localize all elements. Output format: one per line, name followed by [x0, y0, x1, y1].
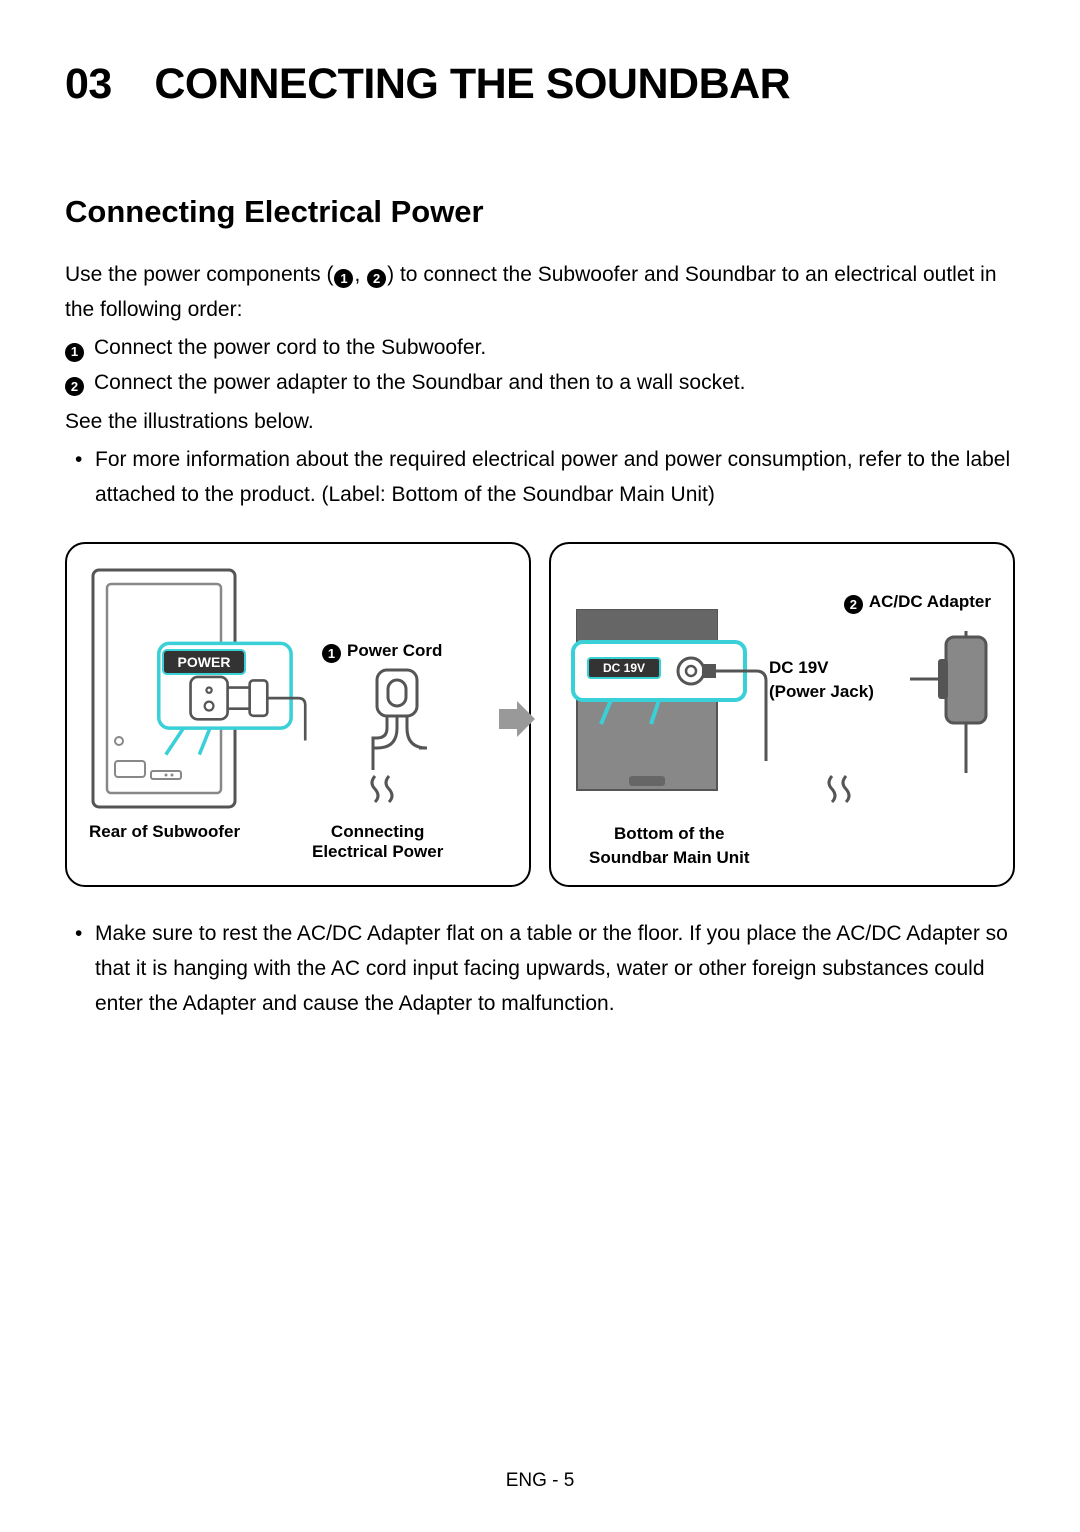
bullet-info: For more information about the required … — [95, 443, 1015, 512]
wall-plug-icon — [362, 664, 432, 774]
bullet-list-bottom: Make sure to rest the AC/DC Adapter flat… — [65, 917, 1015, 1021]
connecting-l2: Electrical Power — [312, 842, 443, 862]
connecting-power-label: Connecting Electrical Power — [312, 822, 443, 862]
adapter-text: AC/DC Adapter — [869, 592, 991, 612]
power-cord-label: 1 Power Cord — [322, 641, 442, 661]
step-1-text: Connect the power cord to the Subwoofer. — [94, 331, 486, 366]
connecting-l1: Connecting — [312, 822, 443, 842]
step-1: 1 Connect the power cord to the Subwoofe… — [65, 331, 1015, 366]
rear-subwoofer-label: Rear of Subwoofer — [89, 822, 240, 842]
circled-2-icon: 2 — [65, 377, 84, 396]
sb-l1: Bottom of the — [589, 822, 750, 846]
intro-mid: , — [354, 263, 366, 286]
bullet-warning: Make sure to rest the AC/DC Adapter flat… — [95, 917, 1015, 1021]
step-2-text: Connect the power adapter to the Soundba… — [94, 366, 745, 401]
cable-break-icon — [367, 774, 407, 804]
step-list: 1 Connect the power cord to the Subwoofe… — [65, 331, 1015, 400]
circled-1-icon: 1 — [334, 269, 353, 288]
circled-1-icon: 1 — [65, 343, 84, 362]
diagram-row: POWER 1 Power Cord Rear of Subwoofer Con… — [65, 542, 1015, 887]
dc-jack-label: DC 19V (Power Jack) — [769, 656, 874, 704]
circled-1-icon: 1 — [322, 644, 341, 663]
sb-l2: Soundbar Main Unit — [589, 846, 750, 870]
adapter-label: 2 AC/DC Adapter — [844, 592, 991, 612]
dc19v-badge: DC 19V — [587, 657, 661, 679]
arrow-icon — [497, 699, 537, 739]
soundbar-bottom-icon — [571, 604, 771, 804]
panel-soundbar: DC 19V DC 19V (Power Jack) 2 AC/DC Adapt… — [549, 542, 1015, 887]
power-badge: POWER — [162, 649, 246, 675]
intro-paragraph: Use the power components (1, 2) to conne… — [65, 258, 1015, 327]
dc-l1: DC 19V — [769, 656, 874, 680]
page-title: 03 CONNECTING THE SOUNDBAR — [65, 60, 1015, 109]
intro-pre: Use the power components ( — [65, 263, 333, 286]
see-illustrations: See the illustrations below. — [65, 405, 1015, 440]
adapter-icon — [906, 629, 991, 809]
power-cord-text: Power Cord — [347, 641, 442, 661]
circled-2-icon: 2 — [844, 595, 863, 614]
step-2: 2 Connect the power adapter to the Sound… — [65, 366, 1015, 401]
panel-subwoofer: POWER 1 Power Cord Rear of Subwoofer Con… — [65, 542, 531, 887]
dc-l2: (Power Jack) — [769, 680, 874, 704]
cable-break-icon — [824, 774, 864, 804]
section-title: Connecting Electrical Power — [65, 194, 1015, 230]
page-footer: ENG - 5 — [0, 1470, 1080, 1492]
circled-2-icon: 2 — [367, 269, 386, 288]
bullet-list-top: For more information about the required … — [65, 443, 1015, 512]
soundbar-bottom-label: Bottom of the Soundbar Main Unit — [589, 822, 750, 870]
